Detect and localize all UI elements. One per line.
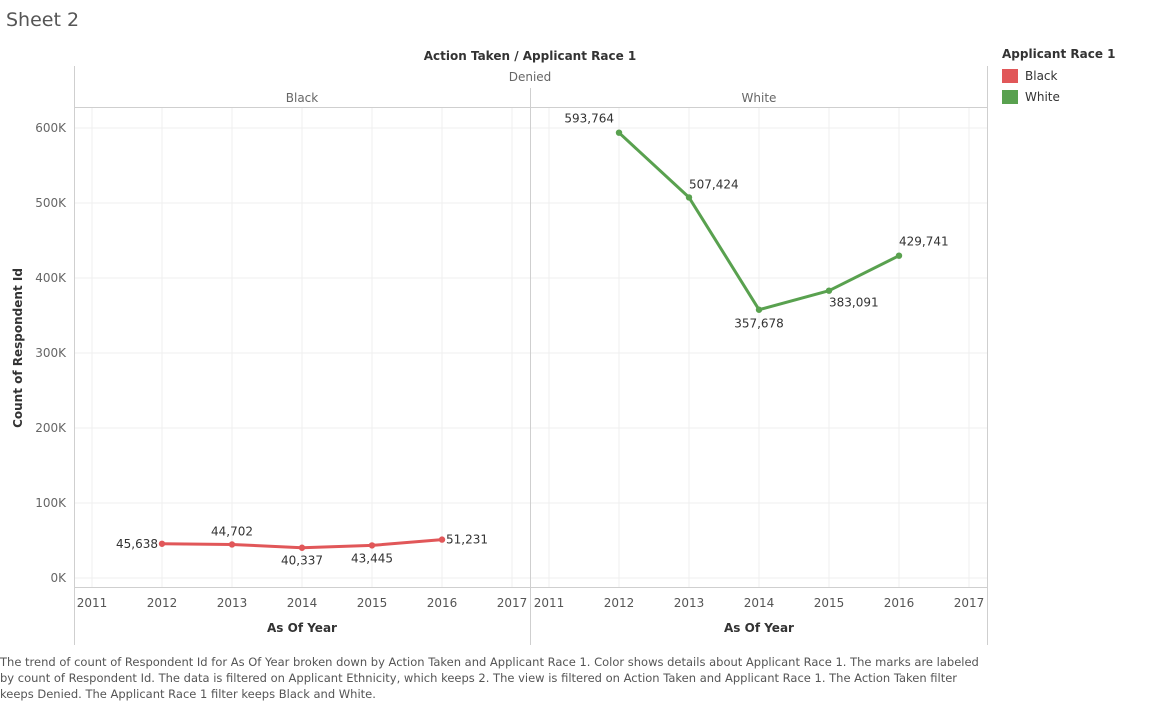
data-label: 43,445 [351,551,393,565]
data-point-white [825,287,833,294]
line-chart: Action Taken / Applicant Race 1 Denied 0K 1… [11,49,988,645]
x-tick-label: 2013 [217,596,248,610]
x-tick-label: 2014 [744,596,775,610]
caption: The trend of count of Respondent Id for … [0,655,979,701]
legend-label-white: White [1025,89,1060,104]
x-tick-label: 2011 [534,596,565,610]
x-axis-label: As Of Year [267,621,337,635]
y-tick-label: 100K [35,496,67,510]
data-point-white [895,252,903,259]
legend: Applicant Race 1 Black White [1002,47,1115,107]
x-tick-label: 2015 [357,596,388,610]
data-label: 51,231 [446,533,488,547]
x-tick-label: 2013 [674,596,705,610]
x-tick-label: 2015 [814,596,845,610]
data-label: 45,638 [116,537,158,551]
header-title: Action Taken / Applicant Race 1 [424,49,637,63]
data-label: 507,424 [689,177,739,191]
y-tick-label: 500K [35,196,67,210]
legend-swatch-black [1002,68,1018,83]
legend-item-white[interactable]: White [1002,86,1115,107]
data-point-black [298,544,306,551]
data-point-black [438,536,446,543]
legend-swatch-white [1002,89,1018,104]
x-tick-label: 2012 [147,596,178,610]
y-tick-label: 0K [50,571,67,585]
data-point-black [368,542,376,549]
x-tick-label: 2014 [287,596,318,610]
x-tick-label: 2016 [884,596,915,610]
x-tick-label: 2016 [427,596,458,610]
y-tick-label: 200K [35,421,67,435]
data-point-black [158,540,166,547]
panel-header-white: White [742,91,777,105]
header-group: Denied [509,70,552,84]
data-label: 357,678 [734,317,784,331]
data-label: 593,764 [564,112,614,126]
data-point-white [755,306,763,313]
data-point-white [685,194,693,201]
x-tick-label: 2012 [604,596,635,610]
data-label: 44,702 [211,524,253,538]
sheet-title: Sheet 2 [6,9,80,31]
legend-title: Applicant Race 1 [1002,47,1116,61]
y-tick-label: 300K [35,346,67,360]
panel-header-black: Black [286,91,319,105]
data-point-white [615,129,623,136]
legend-item-black[interactable]: Black [1002,65,1115,86]
data-label: 383,091 [829,296,879,310]
data-label: 40,337 [281,554,323,568]
x-tick-label: 2017 [954,596,985,610]
legend-label-black: Black [1025,68,1058,83]
data-label: 429,741 [899,235,949,249]
y-tick-label: 600K [35,121,67,135]
x-tick-label: 2011 [77,596,108,610]
y-tick-label: 400K [35,271,67,285]
y-axis-label: Count of Respondent Id [11,268,25,428]
x-axis-label: As Of Year [724,621,794,635]
x-tick-label: 2017 [497,596,528,610]
data-point-black [228,541,236,548]
